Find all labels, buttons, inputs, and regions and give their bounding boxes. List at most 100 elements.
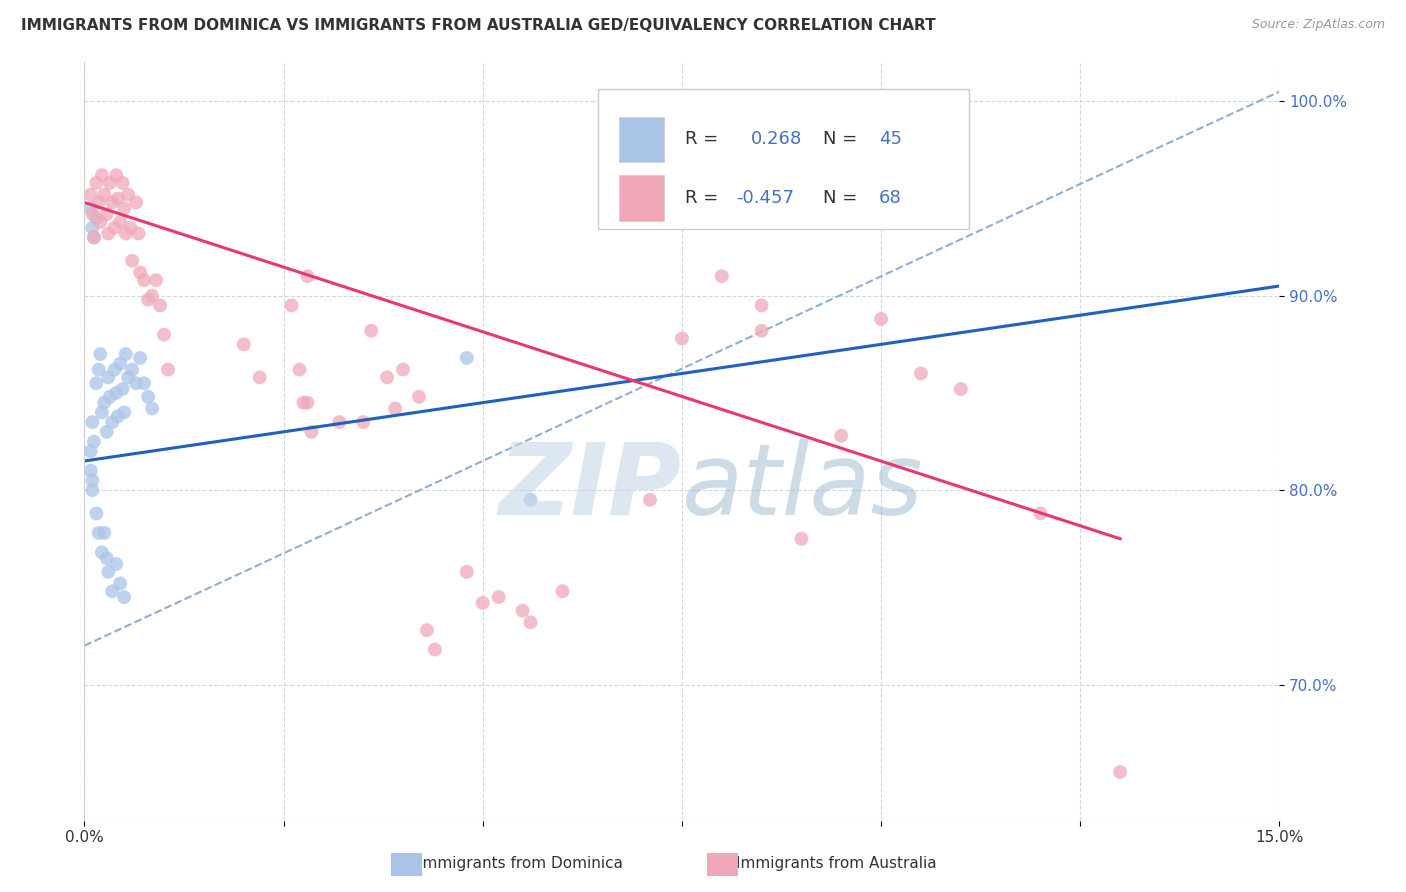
- Point: [82, 207, 104, 221]
- Point: [249, 370, 271, 384]
- Point: [157, 362, 180, 376]
- Point: [111, 176, 134, 190]
- Point: [80, 187, 103, 202]
- Point: [129, 265, 152, 279]
- Point: [89, 215, 111, 229]
- Point: [121, 253, 143, 268]
- FancyBboxPatch shape: [619, 117, 664, 162]
- Point: [86, 176, 108, 190]
- Point: [392, 362, 415, 376]
- Point: [129, 351, 152, 365]
- Text: R =: R =: [686, 189, 724, 207]
- Text: 45: 45: [879, 130, 903, 148]
- Point: [107, 409, 129, 424]
- Point: [145, 273, 167, 287]
- Point: [292, 395, 315, 409]
- Text: Immigrants from Australia: Immigrants from Australia: [737, 856, 936, 871]
- Point: [132, 376, 156, 391]
- Point: [80, 464, 103, 478]
- Point: [519, 492, 541, 507]
- Point: [97, 227, 120, 241]
- Point: [98, 390, 121, 404]
- Point: [416, 623, 439, 637]
- Point: [751, 298, 773, 312]
- Point: [83, 230, 105, 244]
- Point: [82, 474, 104, 488]
- Point: [96, 207, 118, 221]
- Point: [90, 405, 112, 419]
- Point: [671, 331, 693, 345]
- Point: [86, 376, 108, 391]
- Text: Immigrants from Dominica: Immigrants from Dominica: [418, 856, 623, 871]
- Text: 0.268: 0.268: [751, 130, 803, 148]
- Point: [104, 362, 127, 376]
- Point: [89, 347, 111, 361]
- Point: [96, 551, 118, 566]
- Text: R =: R =: [686, 130, 724, 148]
- Point: [93, 395, 115, 409]
- Text: 68: 68: [879, 189, 901, 207]
- Point: [98, 176, 121, 190]
- Point: [456, 351, 478, 365]
- Point: [101, 415, 124, 429]
- FancyBboxPatch shape: [619, 175, 664, 220]
- Point: [117, 370, 139, 384]
- Point: [93, 525, 115, 540]
- Point: [105, 386, 128, 401]
- Point: [153, 327, 176, 342]
- Point: [125, 376, 148, 391]
- Point: [117, 187, 139, 202]
- FancyBboxPatch shape: [599, 89, 969, 229]
- Point: [110, 215, 132, 229]
- Point: [97, 370, 120, 384]
- Point: [870, 312, 893, 326]
- Point: [83, 434, 105, 449]
- Point: [471, 596, 494, 610]
- Point: [149, 298, 172, 312]
- Text: atlas: atlas: [682, 439, 924, 535]
- Point: [110, 576, 132, 591]
- Point: [125, 195, 148, 210]
- Point: [128, 227, 150, 241]
- Point: [121, 362, 143, 376]
- Point: [408, 390, 430, 404]
- Point: [288, 362, 311, 376]
- Point: [87, 525, 110, 540]
- Point: [107, 192, 129, 206]
- Point: [111, 382, 134, 396]
- Point: [120, 220, 142, 235]
- Point: [297, 269, 319, 284]
- Point: [83, 230, 105, 244]
- Point: [82, 483, 104, 497]
- Point: [114, 347, 136, 361]
- Point: [141, 401, 163, 416]
- Point: [384, 401, 406, 416]
- Point: [830, 428, 852, 442]
- Text: N =: N =: [823, 130, 863, 148]
- Text: N =: N =: [823, 189, 863, 207]
- Point: [551, 584, 574, 599]
- Point: [132, 273, 156, 287]
- Point: [112, 590, 135, 604]
- Point: [105, 557, 128, 571]
- Text: IMMIGRANTS FROM DOMINICA VS IMMIGRANTS FROM AUSTRALIA GED/EQUIVALENCY CORRELATIO: IMMIGRANTS FROM DOMINICA VS IMMIGRANTS F…: [21, 18, 936, 33]
- Point: [97, 565, 120, 579]
- Point: [488, 590, 510, 604]
- Point: [93, 187, 115, 202]
- Text: ZIP: ZIP: [499, 439, 682, 535]
- Point: [90, 545, 112, 559]
- Text: -0.457: -0.457: [735, 189, 794, 207]
- Point: [710, 269, 733, 284]
- Point: [949, 382, 972, 396]
- Point: [136, 293, 159, 307]
- Point: [512, 604, 534, 618]
- Point: [280, 298, 302, 312]
- Point: [101, 584, 124, 599]
- Point: [790, 532, 813, 546]
- Point: [423, 642, 446, 657]
- Point: [87, 362, 110, 376]
- Point: [232, 337, 254, 351]
- Point: [110, 357, 132, 371]
- Point: [90, 168, 112, 182]
- Point: [751, 324, 773, 338]
